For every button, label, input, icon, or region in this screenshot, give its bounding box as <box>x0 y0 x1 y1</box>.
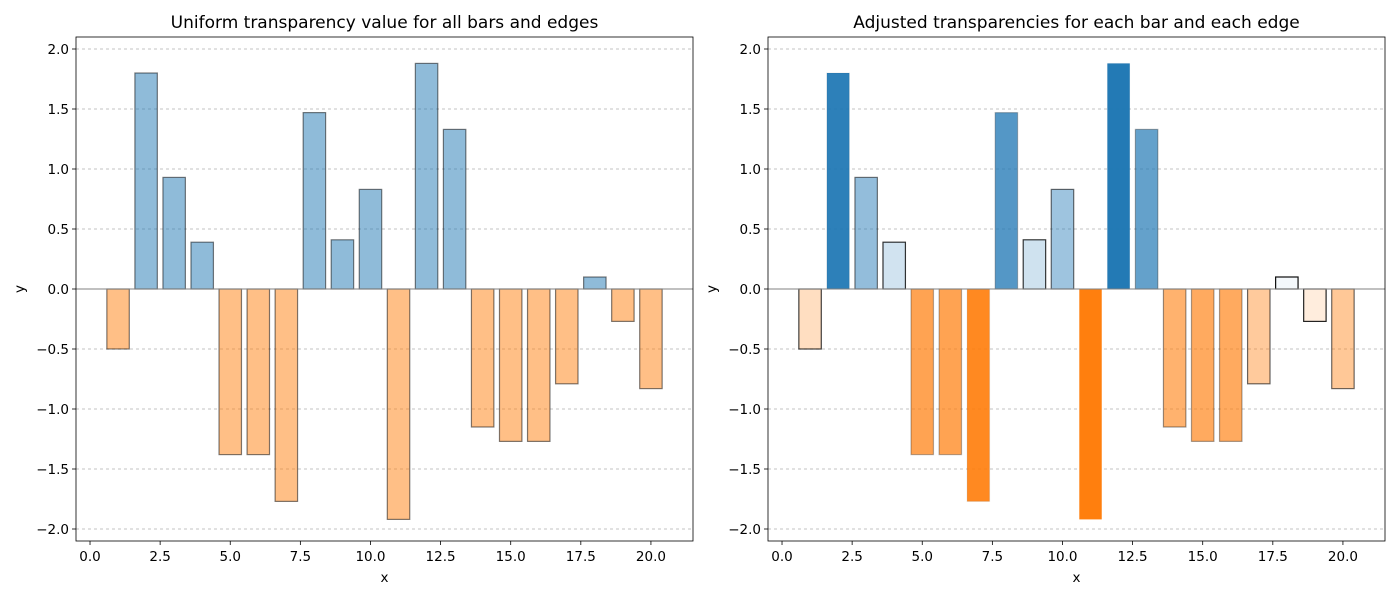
x-tick-label: 20.0 <box>636 549 666 565</box>
bar <box>274 288 299 502</box>
x-tick-label: 17.5 <box>566 549 596 565</box>
bar <box>882 241 907 290</box>
bar <box>162 176 186 290</box>
bar <box>554 288 579 385</box>
x-tick-label: 10.0 <box>1047 549 1077 565</box>
y-tick-label: 1.0 <box>740 162 761 178</box>
y-tick-label: −2.0 <box>728 522 761 538</box>
bar <box>1218 288 1243 442</box>
x-tick-label: 17.5 <box>1258 549 1288 565</box>
y-tick-label: 2.0 <box>740 42 761 58</box>
y-axis-label: y <box>704 285 720 293</box>
chart-title: Adjusted transparencies for each bar and… <box>853 13 1299 33</box>
left-chart: −2.0 −1.5 −1.0 −0.5 0.0 0.5 1.0 1.5 2.0 0.0 2.5 5.0… <box>12 13 694 586</box>
x-tick-label: 7.5 <box>290 549 311 565</box>
x-tick-label: 5.0 <box>220 549 241 565</box>
y-tick-label: −1.0 <box>728 402 761 418</box>
y-axis-label: y <box>12 285 28 293</box>
bar <box>1275 276 1299 290</box>
bar <box>910 288 935 456</box>
y-tick-label: 2.0 <box>48 42 69 58</box>
x-axis-label: x <box>1073 570 1081 586</box>
y-tick-label: −1.0 <box>36 402 69 418</box>
x-tick-label: 0.0 <box>771 549 792 565</box>
bar <box>1134 128 1159 290</box>
bar <box>106 288 130 350</box>
x-tick-label: 2.5 <box>149 549 170 565</box>
bar <box>358 188 383 290</box>
bar <box>1162 288 1187 428</box>
bar <box>1246 288 1271 385</box>
bar <box>442 128 467 290</box>
bar <box>611 288 635 323</box>
chart-title: Uniform transparency value for all bars … <box>171 13 599 33</box>
y-tick-label: −1.5 <box>728 462 761 478</box>
bar <box>1107 63 1130 290</box>
bar <box>966 288 991 502</box>
bar <box>470 288 495 428</box>
bar <box>994 111 1019 290</box>
y-tick-label: −1.5 <box>36 462 69 478</box>
bar <box>1303 288 1327 323</box>
y-tick-label: 1.5 <box>740 102 761 118</box>
x-tick-label: 20.0 <box>1328 549 1358 565</box>
y-tick-label: 1.0 <box>48 162 69 178</box>
x-tick-label: 0.0 <box>79 549 100 565</box>
bar <box>330 239 355 290</box>
x-axis-label: x <box>381 570 389 586</box>
bar <box>218 288 243 456</box>
y-tick-label: 0.5 <box>48 222 69 238</box>
x-tick-label: 10.0 <box>355 549 385 565</box>
bar <box>526 288 551 442</box>
bar <box>246 288 271 456</box>
y-tick-label: 0.5 <box>740 222 761 238</box>
bar <box>938 288 963 456</box>
x-tick-label: 5.0 <box>912 549 933 565</box>
bar <box>826 72 850 290</box>
x-tick-label: 12.5 <box>1118 549 1148 565</box>
bar <box>583 276 607 290</box>
x-tick-label: 12.5 <box>426 549 456 565</box>
bar <box>1190 288 1215 442</box>
y-tick-label: 0.0 <box>740 282 761 298</box>
bar <box>1022 239 1047 290</box>
bar <box>1079 289 1102 520</box>
y-tick-label: 1.5 <box>48 102 69 118</box>
bar <box>134 72 158 290</box>
bar <box>302 111 327 290</box>
bar <box>1331 288 1355 390</box>
y-tick-label: −2.0 <box>36 522 69 538</box>
bar <box>854 176 878 290</box>
bar <box>1050 188 1075 290</box>
bar <box>498 288 523 442</box>
bar <box>190 241 215 290</box>
y-tick-label: 0.0 <box>48 282 69 298</box>
x-tick-label: 7.5 <box>982 549 1003 565</box>
y-tick-label: −0.5 <box>36 342 69 358</box>
bar <box>386 288 411 520</box>
bar <box>798 288 822 350</box>
bar <box>639 288 663 390</box>
y-tick-label: −0.5 <box>728 342 761 358</box>
right-chart: −2.0 −1.5 −1.0 −0.5 0.0 0.5 1.0 1.5 2.0 0.0 2.5 5.0… <box>704 13 1386 586</box>
x-tick-label: 15.0 <box>496 549 526 565</box>
x-tick-label: 15.0 <box>1188 549 1218 565</box>
bar <box>414 62 439 290</box>
x-tick-label: 2.5 <box>841 549 862 565</box>
